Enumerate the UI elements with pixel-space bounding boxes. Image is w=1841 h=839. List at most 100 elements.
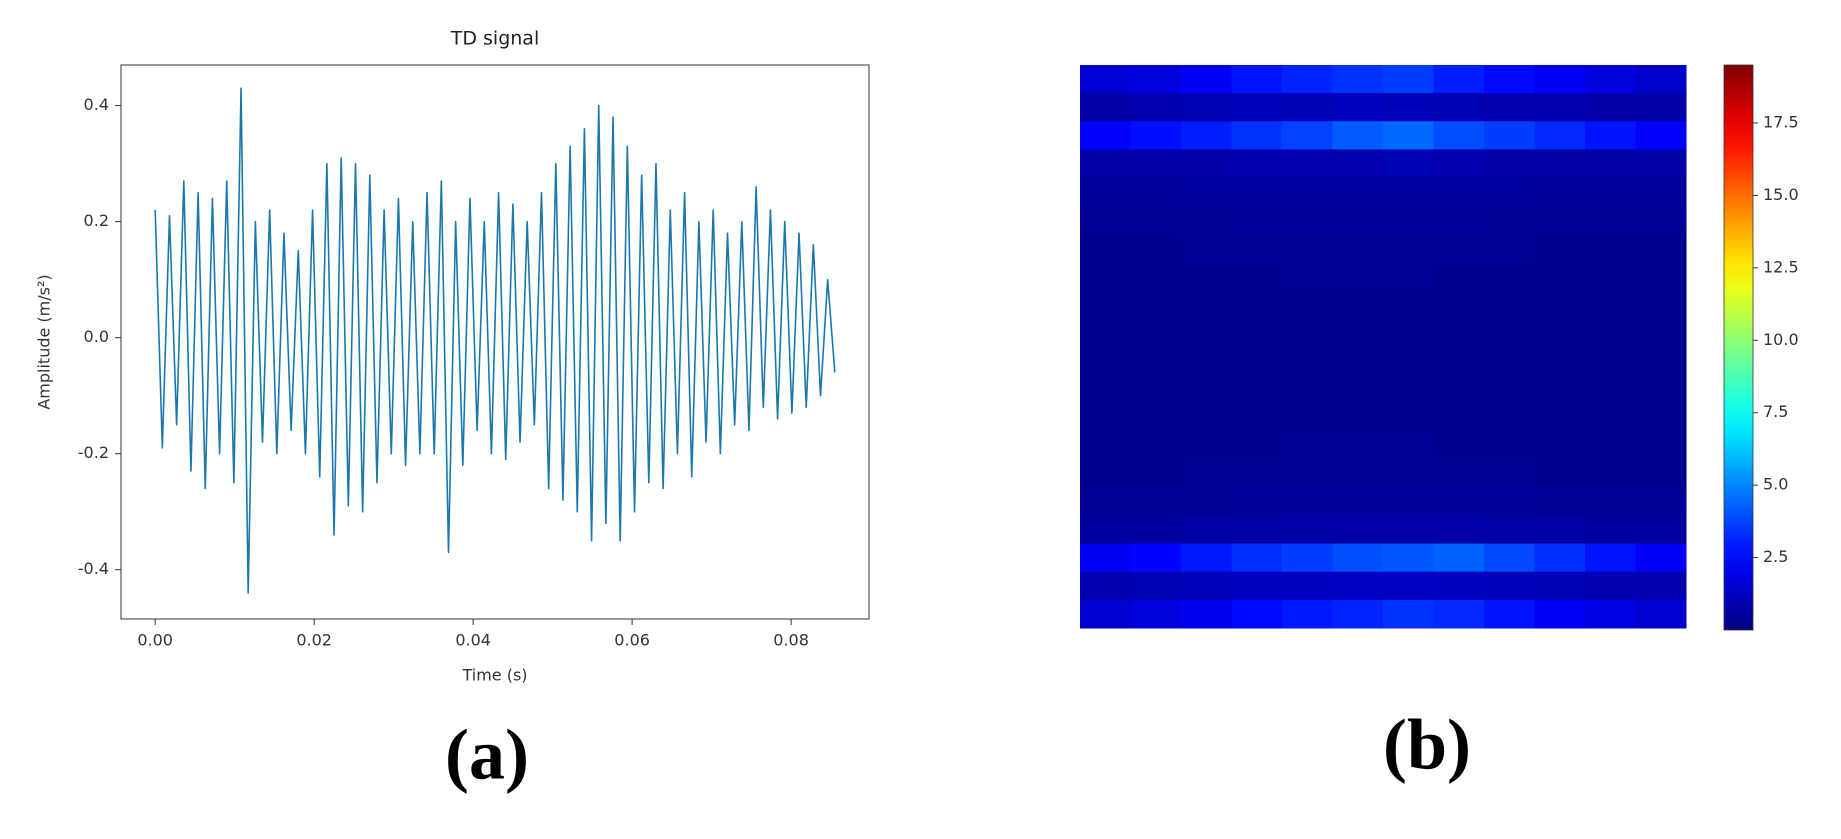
heatmap-cell (1383, 121, 1434, 150)
heatmap-cell (1433, 205, 1485, 235)
heatmap-cell (1484, 374, 1535, 404)
heatmap-cell (1282, 121, 1333, 150)
heatmap-cell (1383, 374, 1434, 404)
heatmap-cell (1383, 459, 1434, 488)
heatmap-cell (1231, 205, 1283, 235)
heatmap-cell (1332, 149, 1384, 179)
colorbar-tick-label: 17.5 (1763, 112, 1799, 131)
heatmap-cell (1181, 374, 1232, 404)
heatmap-cell (1484, 149, 1535, 179)
heatmap-cell (1231, 65, 1283, 94)
heatmap-cell (1181, 402, 1232, 432)
heatmap-cell (1383, 205, 1434, 235)
heatmap-cell (1181, 205, 1232, 235)
heatmap-cell (1332, 93, 1384, 122)
heatmap-cell (1635, 290, 1687, 319)
heatmap-cell (1130, 459, 1182, 488)
heatmap-cell (1635, 402, 1687, 432)
heatmap-cell (1484, 346, 1535, 376)
heatmap-cell (1181, 149, 1232, 179)
heatmap-cell (1383, 346, 1434, 376)
heatmap-cell (1484, 543, 1535, 573)
heatmap-cell (1080, 205, 1131, 235)
heatmap-cell (1635, 121, 1687, 150)
heatmap-cell (1130, 177, 1182, 207)
heatmap-cell (1534, 121, 1586, 150)
heatmap-cell (1130, 318, 1182, 347)
heatmap-cell (1484, 402, 1535, 432)
heatmap-cell (1534, 543, 1586, 573)
heatmap-cell (1080, 402, 1131, 432)
heatmap-cell (1585, 318, 1636, 347)
heatmap-cell (1080, 571, 1131, 601)
heatmap-cell (1130, 543, 1182, 573)
heatmap-cell (1181, 93, 1232, 122)
heatmap-cell (1332, 121, 1384, 150)
heatmap-cell (1383, 233, 1434, 263)
heatmap-cell (1282, 515, 1333, 545)
heatmap-cell (1130, 93, 1182, 122)
heatmap-cell (1282, 318, 1333, 347)
heatmap-cell (1130, 205, 1182, 235)
heatmap-cell (1282, 205, 1333, 235)
heatmap-cell (1282, 374, 1333, 404)
heatmap-cell (1585, 599, 1636, 629)
heatmap-cell (1635, 93, 1687, 122)
heatmap-cell (1585, 515, 1636, 545)
heatmap-cell (1585, 65, 1636, 94)
heatmap-cell (1383, 571, 1434, 601)
heatmap-cell (1181, 459, 1232, 488)
heatmap-cell (1534, 318, 1586, 347)
heatmap-cell (1080, 93, 1131, 122)
heatmap-cell (1585, 374, 1636, 404)
axes-frame (120, 64, 870, 620)
heatmap-cell (1130, 515, 1182, 545)
heatmap-cell (1181, 233, 1232, 263)
heatmap-cell (1484, 430, 1535, 460)
heatmap-cell (1282, 459, 1333, 488)
heatmap-cell (1332, 487, 1384, 516)
heatmap-cell (1585, 93, 1636, 122)
heatmap-cell (1534, 430, 1586, 460)
heatmap-cell (1433, 177, 1485, 207)
heatmap-cell (1635, 515, 1687, 545)
heatmap-cell (1635, 177, 1687, 207)
heatmap-cell (1332, 599, 1384, 629)
heatmap-cell (1080, 459, 1131, 488)
colorbar-tick-label: 7.5 (1763, 402, 1788, 421)
heatmap-cell (1181, 599, 1232, 629)
heatmap-cell (1130, 262, 1182, 291)
heatmap-cell (1635, 430, 1687, 460)
heatmap-cell (1130, 121, 1182, 150)
heatmap-cell (1231, 374, 1283, 404)
heatmap-cell (1433, 149, 1485, 179)
heatmap-cell (1181, 487, 1232, 516)
heatmap-cell (1231, 233, 1283, 263)
x-axis-label: Time (s) (461, 666, 527, 685)
heatmap-cell (1433, 487, 1485, 516)
heatmap-cell (1282, 599, 1333, 629)
heatmap-cell (1433, 599, 1485, 629)
colorbar-tick-label: 10.0 (1763, 330, 1799, 349)
heatmap-cell (1130, 430, 1182, 460)
heatmap-cell (1383, 318, 1434, 347)
heatmap-cell (1534, 205, 1586, 235)
heatmap-cell (1585, 205, 1636, 235)
heatmap-cell (1433, 374, 1485, 404)
heatmap-cell (1585, 571, 1636, 601)
heatmap-cell (1484, 515, 1535, 545)
heatmap-cell (1534, 571, 1586, 601)
heatmap-cell (1635, 149, 1687, 179)
heatmap-cell (1282, 571, 1333, 601)
heatmap-cell (1585, 121, 1636, 150)
heatmap-cell (1433, 121, 1485, 150)
heatmap-cell (1080, 233, 1131, 263)
heatmap-cell (1534, 149, 1586, 179)
heatmap-cell (1585, 233, 1636, 263)
heatmap-cell (1383, 487, 1434, 516)
heatmap-cell (1080, 374, 1131, 404)
heatmap-cell (1080, 121, 1131, 150)
x-tick-label: 0.00 (137, 631, 173, 650)
heatmap-cell (1080, 346, 1131, 376)
heatmap-cell (1181, 290, 1232, 319)
